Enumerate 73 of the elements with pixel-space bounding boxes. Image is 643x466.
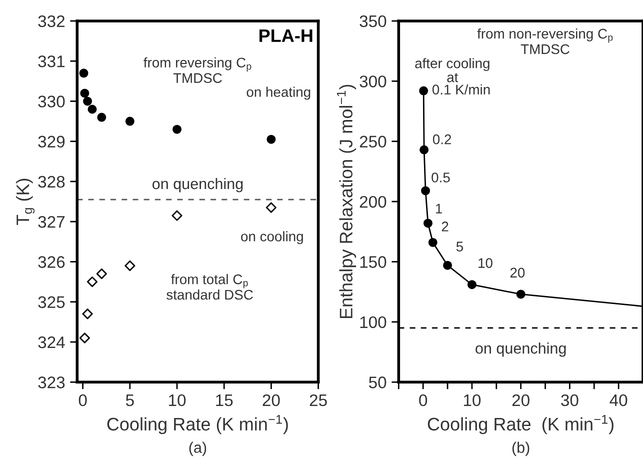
point (428, 238, 438, 247)
annotation: 10 (478, 258, 492, 268)
point (467, 280, 476, 290)
x-tick-label: 0 (78, 394, 87, 406)
point (172, 210, 182, 221)
annotation: 0.5 (432, 172, 450, 182)
x-tick-label: 20 (262, 394, 280, 406)
x-tick-label: 15 (216, 394, 233, 406)
point (83, 96, 92, 106)
point (125, 116, 134, 126)
x-tick-label: 20 (512, 394, 530, 406)
point (97, 112, 106, 122)
y-tick-label: 50 (368, 376, 386, 388)
x-tick-label: 10 (169, 394, 186, 406)
y-axis-title: T$_{g}$ (K) (16, 178, 35, 226)
point (82, 308, 93, 320)
ref-line-label: on quenching (152, 178, 243, 192)
text: (b) (512, 442, 530, 456)
y-tick-label: 332 (38, 15, 65, 28)
point (266, 202, 276, 213)
ref-line-label: on quenching (476, 342, 566, 357)
x-tick-label: 10 (464, 394, 481, 406)
point (172, 124, 182, 134)
y-tick-label: 327 (38, 216, 65, 228)
annotation: 0.1 K/min (432, 84, 490, 95)
annotation: 0.2 (432, 134, 452, 144)
point (79, 68, 88, 78)
point (79, 332, 90, 344)
x-axis-title: Cooling Rate (K min$^{−1}$) (428, 415, 614, 434)
point (516, 290, 526, 299)
y-tick-label: 329 (38, 136, 65, 148)
y-axis-title: Enthalpy Relaxation (J mol$^{−1}$) (336, 84, 356, 318)
point (80, 88, 90, 98)
annotation: 1 (436, 204, 442, 214)
point (419, 86, 428, 96)
x-tick-label: 0 (419, 394, 428, 406)
point (86, 276, 98, 288)
y-tick-label: 328 (38, 176, 65, 188)
point (420, 145, 429, 154)
annotation: 5 (456, 242, 464, 252)
y-tick-label: 325 (38, 296, 65, 308)
x-tick-label: 25 (310, 394, 327, 406)
y-tick-label: 150 (360, 256, 386, 268)
x-axis-title: Cooling Rate (K min$^{−1}$) (107, 415, 288, 434)
y-tick-label: 100 (360, 316, 386, 328)
point (423, 218, 432, 228)
text: (a) (189, 442, 206, 456)
annotation: on heating (246, 86, 310, 100)
x-tick-label: 40 (610, 394, 628, 406)
text: from non-reversing C$_{p}$ TMDSC (477, 28, 613, 54)
annotation: after cooling at (415, 58, 490, 82)
point (443, 260, 452, 270)
x-tick-label: 30 (561, 394, 578, 406)
point (88, 104, 97, 114)
point (266, 134, 276, 144)
annotation: on cooling (241, 231, 303, 244)
annotation: 2 (442, 222, 448, 232)
y-tick-label: 350 (360, 15, 386, 28)
point (96, 268, 107, 280)
y-tick-label: 324 (38, 336, 65, 348)
annotation: PLA-H (260, 29, 312, 42)
y-tick-label: 200 (360, 196, 386, 208)
y-tick-label: 300 (360, 76, 386, 88)
annotation: 20 (510, 268, 525, 278)
y-tick-label: 323 (38, 376, 65, 388)
y-tick-label: 326 (38, 256, 65, 268)
annotation: from total C$_{p}$ standard DSC (166, 274, 253, 300)
point (421, 186, 430, 196)
y-tick-label: 331 (38, 56, 65, 68)
y-tick-label: 330 (38, 96, 65, 108)
y-tick-label: 250 (360, 136, 386, 148)
point (124, 260, 136, 272)
x-tick-label: 5 (126, 394, 134, 406)
